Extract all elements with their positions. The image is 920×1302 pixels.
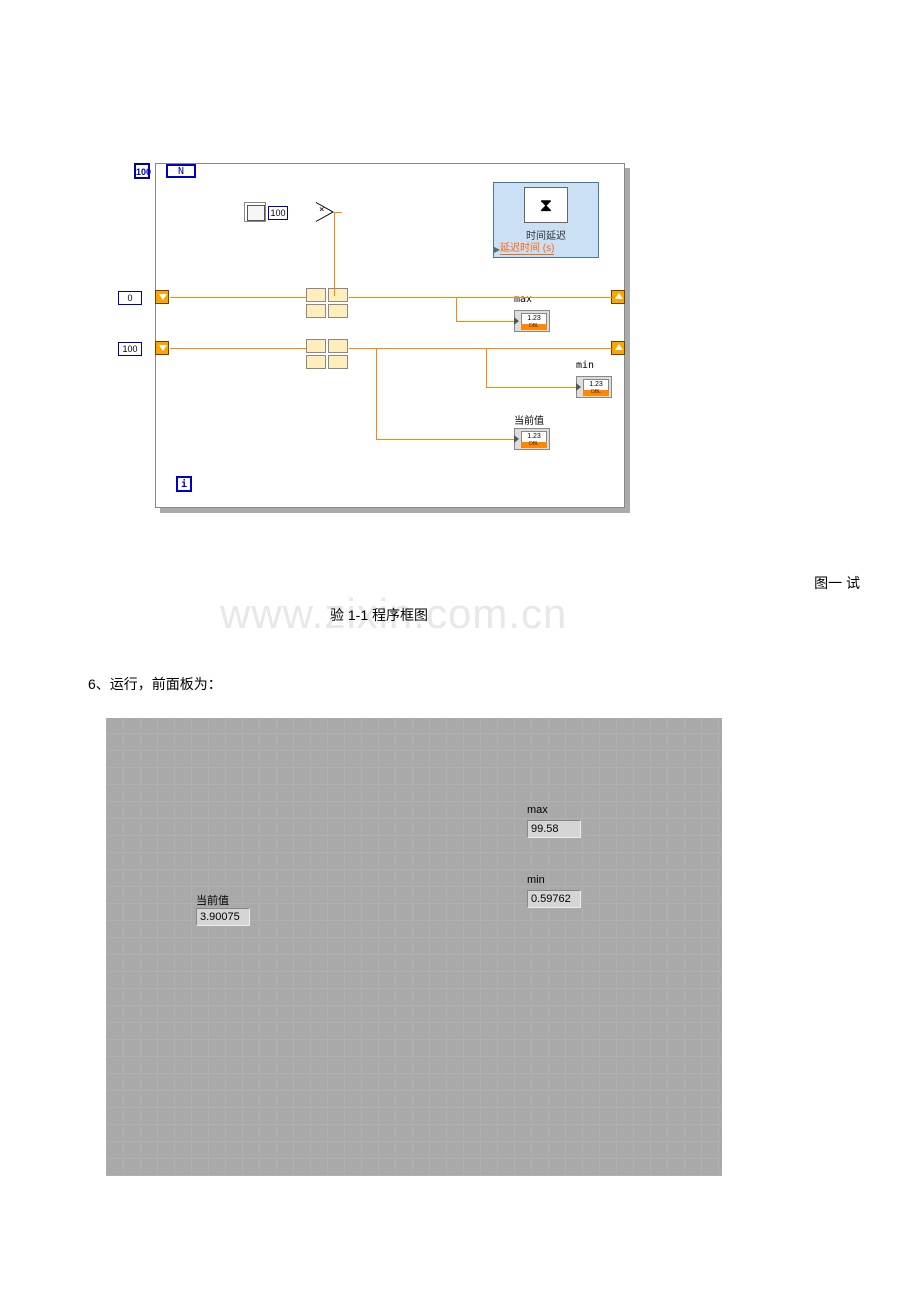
compare-top-2 xyxy=(328,288,348,302)
wire xyxy=(349,348,614,349)
wire xyxy=(456,297,457,322)
shift-init-bottom: 100 xyxy=(118,342,142,356)
ind-arrow-icon xyxy=(514,435,519,443)
wire xyxy=(486,387,576,388)
wire xyxy=(349,297,614,298)
compare-top-1 xyxy=(306,288,326,302)
current-label: 当前值 xyxy=(514,412,544,427)
current-indicator: 1.23 DBL xyxy=(514,428,550,450)
wire xyxy=(170,348,306,349)
compare-top-4 xyxy=(328,304,348,318)
fp-max-label: max xyxy=(527,804,548,816)
caption-figure-right: 图一 试 xyxy=(814,573,860,593)
shift-reg-left-bottom xyxy=(155,341,169,355)
wire xyxy=(334,212,342,213)
caption-figure-center: 验 1-1 程序框图 xyxy=(330,605,428,625)
wire xyxy=(376,439,514,440)
random-number-icon xyxy=(244,202,266,222)
n-input-constant: 100 xyxy=(134,163,150,179)
ind-arrow-icon xyxy=(514,317,519,325)
compare-bot-4 xyxy=(328,355,348,369)
wire xyxy=(376,348,377,440)
hourglass-icon: ⧗ xyxy=(524,187,568,223)
min-indicator: 1.23 DBL xyxy=(576,376,612,398)
wire xyxy=(170,297,306,298)
wire xyxy=(334,212,335,296)
shift-reg-left-top xyxy=(155,290,169,304)
wire xyxy=(486,348,487,387)
random-multiplier-constant: 100 xyxy=(268,206,288,220)
step-6-text: 6、运行，前面板为： xyxy=(88,674,222,694)
n-terminal: N xyxy=(166,164,196,178)
shift-init-top: 0 xyxy=(118,291,142,305)
fp-min-value: 0.59762 xyxy=(527,890,581,908)
min-label: min xyxy=(576,360,594,371)
fp-max-value: 99.58 xyxy=(527,820,581,838)
fp-current-label: 当前值 xyxy=(196,892,229,908)
max-indicator: 1.23 DBL xyxy=(514,310,550,332)
fp-min-label: min xyxy=(527,874,545,886)
hourglass-glyph: ⧗ xyxy=(540,195,553,216)
express-vi-param: 延迟时间 (s) xyxy=(500,239,554,255)
max-dbl: DBL xyxy=(521,324,547,330)
for-loop: 100 N i 100 × 0 100 ⧗ 时间 xyxy=(155,163,625,508)
compare-bot-3 xyxy=(306,355,326,369)
min-dbl: DBL xyxy=(583,390,609,396)
front-panel: 当前值 3.90075 max 99.58 min 0.59762 xyxy=(106,718,722,1176)
ind-arrow-icon xyxy=(576,383,581,391)
max-label: max xyxy=(514,294,532,305)
current-dbl: DBL xyxy=(521,442,547,448)
time-delay-express-vi: ⧗ 时间延迟 ▶ 延迟时间 (s) xyxy=(493,182,599,258)
compare-top-3 xyxy=(306,304,326,318)
wire xyxy=(456,321,514,322)
compare-bot-1 xyxy=(306,339,326,353)
compare-bot-2 xyxy=(328,339,348,353)
block-diagram: 100 N i 100 × 0 100 ⧗ 时间 xyxy=(130,145,640,515)
fp-current-value: 3.90075 xyxy=(196,908,250,926)
multiply-symbol: × xyxy=(319,205,324,215)
i-terminal: i xyxy=(176,476,192,492)
